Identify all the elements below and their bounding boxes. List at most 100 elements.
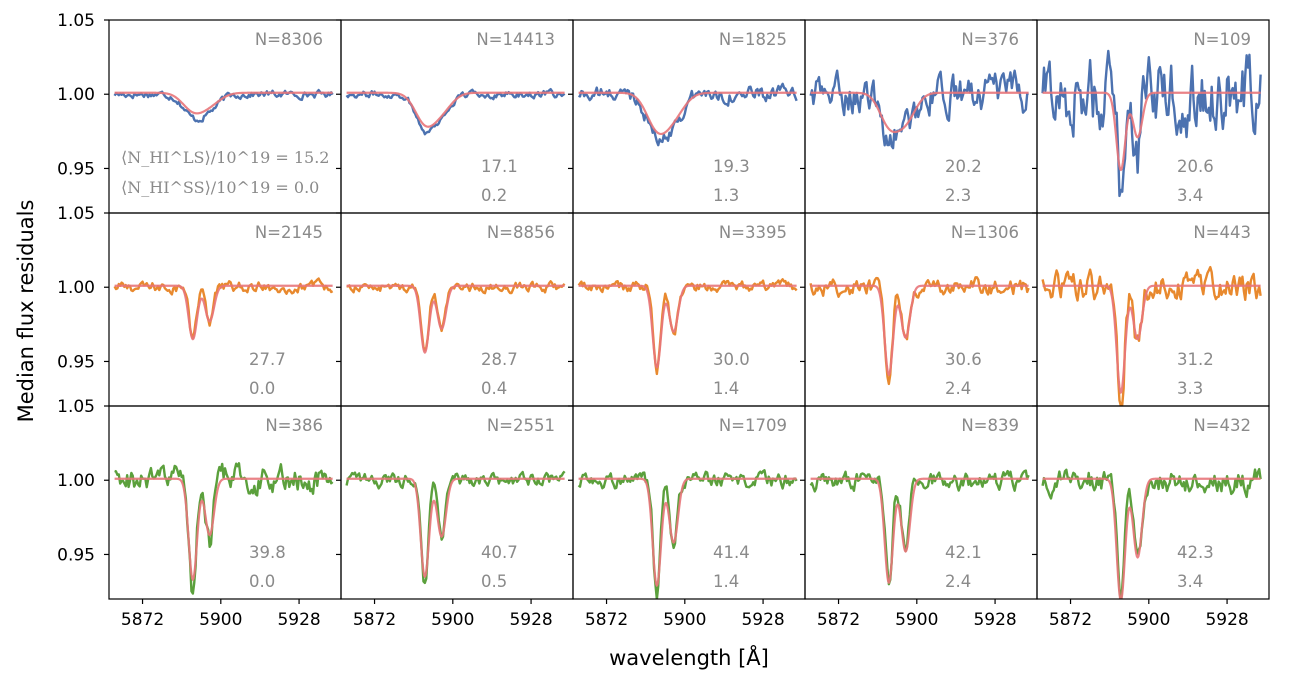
panel-r2-c0: N=386 39.8 0.0 <box>104 405 342 600</box>
sample-count-label: N=8856 <box>487 223 555 242</box>
y-tick-label: 0.95 <box>57 545 95 565</box>
model-fit-line <box>346 284 566 354</box>
x-tick-label: 5872 <box>353 610 396 630</box>
nhi-ls-value: 40.7 <box>481 543 518 562</box>
nhi-ss-value: 0.5 <box>481 572 507 591</box>
nhi-ss-label: ⟨N_HI^SS⟩/10^19 = 0.0 <box>121 178 319 197</box>
x-tick-label: 5872 <box>585 610 628 630</box>
y-axis-title: Median flux residuals <box>14 200 38 423</box>
panel-r0-c2: N=1825 19.3 1.3 <box>568 19 806 214</box>
observed-series-line <box>809 69 1029 150</box>
observed-series-line <box>113 88 334 123</box>
observed-series-line <box>577 278 798 376</box>
nhi-ss-value: 3.4 <box>1177 186 1203 205</box>
axes-layer: 0.95 1.00 1.05 0.95 1.00 1.05 0.95 1.00 1.05 5872… <box>57 11 1249 630</box>
x-tick-label: 5928 <box>509 610 552 630</box>
nhi-ss-value: 1.4 <box>713 379 739 398</box>
x-tick-label: 5928 <box>277 610 320 630</box>
x-tick-label: 5872 <box>1049 610 1092 630</box>
sample-count-label: N=432 <box>1193 416 1251 435</box>
model-fit-line <box>810 284 1030 376</box>
sample-count-label: N=386 <box>265 416 323 435</box>
nhi-ls-value: 42.3 <box>1177 543 1214 562</box>
panel-r1-c0: N=2145 27.7 0.0 <box>104 212 342 407</box>
nhi-ls-value: 20.2 <box>945 157 982 176</box>
x-tick-label: 5900 <box>1127 610 1170 630</box>
observed-series-line <box>577 469 798 599</box>
x-tick-label: 5928 <box>973 610 1016 630</box>
panel-r0-c3: N=376 20.2 2.3 <box>800 19 1038 214</box>
x-axis-title: wavelength [Å] <box>609 644 769 670</box>
y-tick-label: 1.05 <box>57 204 95 224</box>
panel-r1-c2: N=3395 30.0 1.4 <box>568 212 806 407</box>
nhi-ss-value: 0.0 <box>249 379 275 398</box>
nhi-ss-value: 1.4 <box>713 572 739 591</box>
observed-series-line <box>809 276 1030 386</box>
model-fit-line <box>1042 91 1262 172</box>
x-tick-label: 5900 <box>663 610 706 630</box>
model-fit-line <box>114 477 334 581</box>
nhi-ss-value: 0.2 <box>481 186 507 205</box>
sample-count-label: N=2551 <box>487 416 555 435</box>
model-fit-line <box>114 284 334 341</box>
y-tick-label: 0.95 <box>57 159 95 179</box>
panel-r2-c2: N=1709 41.4 1.4 <box>568 405 806 600</box>
panel-r2-c4: N=432 42.3 3.4 <box>1032 405 1270 600</box>
nhi-ss-value: 1.3 <box>713 186 739 205</box>
observed-series-line <box>809 469 1030 586</box>
nhi-ss-value: 0.4 <box>481 379 507 398</box>
nhi-ss-value: 2.4 <box>945 572 971 591</box>
nhi-ls-value: 30.6 <box>945 350 982 369</box>
model-fit-line <box>1042 284 1262 394</box>
nhi-ls-value: 41.4 <box>713 543 750 562</box>
y-tick-label: 1.05 <box>57 11 95 31</box>
model-fit-line <box>346 91 566 128</box>
model-fit-line <box>114 91 334 115</box>
panel-frame <box>1036 405 1270 600</box>
model-fit-line <box>1042 477 1262 599</box>
sample-count-label: N=839 <box>961 416 1019 435</box>
nhi-ls-value: 20.6 <box>1177 157 1214 176</box>
sample-count-label: N=3395 <box>719 223 787 242</box>
observed-series-line <box>1041 467 1262 599</box>
panel-r1-c3: N=1306 30.6 2.4 <box>800 212 1038 407</box>
x-tick-label: 5872 <box>121 610 164 630</box>
nhi-ss-value: 3.4 <box>1177 572 1203 591</box>
x-tick-label: 5928 <box>1205 610 1248 630</box>
model-fit-line <box>578 477 798 587</box>
panel-r0-c4: N=109 20.6 3.4 <box>1032 19 1270 214</box>
x-tick-label: 5900 <box>431 610 474 630</box>
sample-count-label: N=109 <box>1193 30 1251 49</box>
panel-r1-c4: N=443 31.2 3.3 <box>1032 212 1270 407</box>
nhi-ls-value: 42.1 <box>945 543 982 562</box>
sample-count-label: N=1306 <box>951 223 1019 242</box>
panel-r0-c1: N=14413 17.1 0.2 <box>336 19 574 214</box>
nhi-ls-value: 27.7 <box>249 350 286 369</box>
sample-count-label: N=1709 <box>719 416 787 435</box>
nhi-ls-value: 17.1 <box>481 157 518 176</box>
nhi-ls-value: 28.7 <box>481 350 518 369</box>
panel-r1-c1: N=8856 28.7 0.4 <box>336 212 574 407</box>
nhi-ls-value: 19.3 <box>713 157 750 176</box>
model-fit-line <box>810 91 1030 134</box>
nhi-ss-value: 2.4 <box>945 379 971 398</box>
observed-series-line <box>114 462 334 595</box>
sample-count-label: N=443 <box>1193 223 1251 242</box>
sample-count-label: N=14413 <box>476 30 555 49</box>
observed-series-line <box>346 280 566 352</box>
x-tick-label: 5900 <box>199 610 242 630</box>
nhi-ls-value: 30.0 <box>713 350 750 369</box>
y-tick-label: 1.00 <box>57 85 95 105</box>
sample-count-label: N=2145 <box>255 223 323 242</box>
y-tick-label: 1.05 <box>57 397 95 417</box>
panel-r2-c1: N=2551 40.7 0.5 <box>336 405 574 600</box>
x-tick-label: 5928 <box>741 610 784 630</box>
y-tick-label: 0.95 <box>57 352 95 372</box>
nhi-ss-value: 3.3 <box>1177 379 1203 398</box>
model-fit-line <box>578 284 798 369</box>
nhi-ss-value: 2.3 <box>945 186 971 205</box>
sample-count-label: N=8306 <box>255 30 323 49</box>
panel-r0-c0: N=8306 ⟨N_HI^LS⟩/10^19 = 15.2 ⟨N_HI^SS⟩/10… <box>104 19 342 214</box>
model-fit-line <box>578 91 798 136</box>
